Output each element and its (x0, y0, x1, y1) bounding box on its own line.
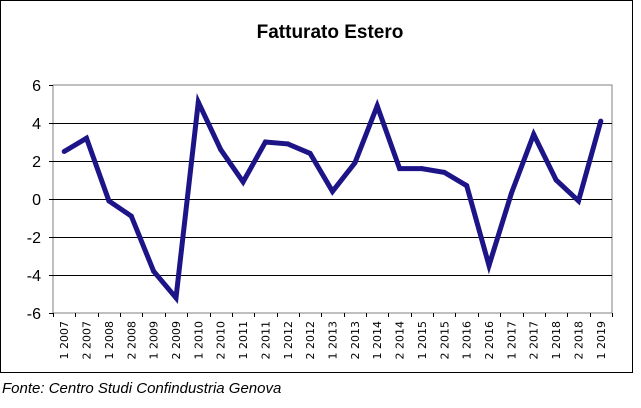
x-tick-label: 2 2010 (215, 321, 228, 360)
x-tick-label: 2 2011 (259, 321, 272, 360)
data-point (508, 190, 514, 196)
data-point (486, 263, 492, 268)
x-tick-label: 2 2015 (438, 321, 451, 360)
data-point (61, 149, 67, 154)
source-note: Fonte: Centro Studi Confindustria Genova (2, 380, 282, 397)
data-point (173, 295, 179, 301)
data-point (106, 198, 112, 204)
series-layer (61, 93, 604, 304)
x-axis-tick-labels: 1 2007 2 2007 1 2008 2 2008 1 2009 2 2009 1 20… (58, 321, 608, 360)
data-point (151, 268, 157, 274)
x-tick-label: 1 2011 (237, 321, 250, 360)
data-point (285, 141, 291, 147)
data-point (531, 131, 537, 137)
chart-title: Fatturato Estero (257, 22, 404, 43)
data-point (352, 160, 358, 166)
x-tick-label: 2 2017 (528, 321, 541, 360)
data-point (576, 198, 581, 204)
data-point (553, 177, 559, 183)
y-tick-label: 4 (32, 116, 41, 133)
x-tick-label: 2 2013 (349, 321, 362, 360)
x-tick-label: 2 2018 (572, 321, 585, 360)
x-tick-label: 1 2007 (58, 321, 71, 360)
x-tick-label: 2 2009 (170, 321, 183, 360)
x-tick-label: 1 2014 (371, 321, 384, 360)
data-point (397, 166, 403, 172)
data-point (84, 135, 89, 141)
x-tick-label: 1 2012 (282, 321, 295, 360)
x-tick-label: 1 2018 (550, 321, 563, 360)
data-point (330, 188, 335, 194)
x-tick-label: 1 2008 (103, 321, 116, 360)
data-point (240, 179, 246, 185)
x-tick-label: 1 2015 (416, 321, 429, 360)
x-tick-label: 1 2016 (461, 321, 474, 360)
x-tick-label: 1 2010 (192, 321, 205, 360)
data-point (464, 183, 470, 189)
x-tick-label: 1 2017 (505, 321, 518, 360)
data-point (128, 213, 134, 219)
y-tick-label: -2 (27, 230, 41, 247)
data-point (419, 166, 425, 172)
data-point (598, 118, 604, 124)
x-tick-label: 2 2014 (394, 321, 407, 360)
data-point (441, 169, 447, 175)
x-tick-label: 1 2009 (148, 321, 161, 360)
data-point (374, 103, 380, 109)
y-tick-label: 0 (32, 192, 41, 209)
data-point (307, 150, 313, 156)
y-axis-tick-labels: 6 4 2 0 -2 -4 -6 (27, 78, 41, 323)
y-tick-label: 6 (32, 78, 41, 95)
data-point (218, 147, 224, 153)
x-tick-label: 2 2007 (81, 321, 94, 360)
x-tick-label: 2 2012 (304, 321, 317, 360)
x-tick-label: 2 2008 (125, 321, 138, 360)
data-point (195, 99, 201, 105)
x-tick-label: 2 2016 (483, 321, 496, 360)
y-tick-label: 2 (32, 154, 41, 171)
y-tick-label: -6 (27, 306, 41, 323)
y-tick-label: -4 (27, 268, 41, 285)
data-point (262, 139, 268, 145)
x-tick-label: 1 2019 (595, 321, 608, 360)
gridlines (49, 85, 613, 317)
x-tick-label: 1 2013 (327, 321, 340, 360)
